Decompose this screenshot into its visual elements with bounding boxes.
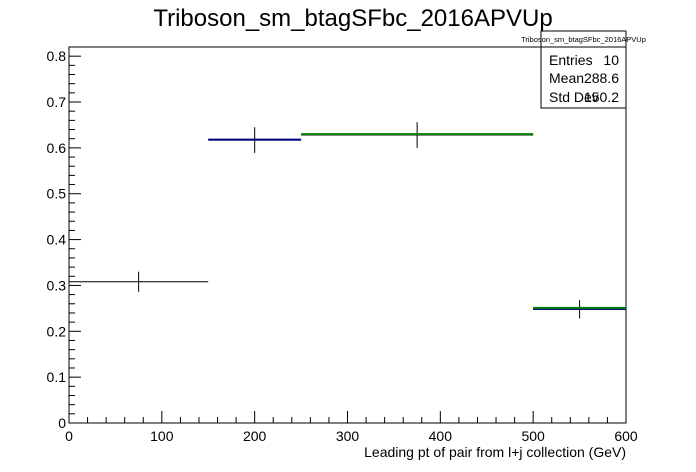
stats-stddev-value: 150.2 xyxy=(584,89,619,105)
x-tick-label: 100 xyxy=(150,428,174,444)
y-tick-label: 0.1 xyxy=(47,369,67,385)
series-layer xyxy=(69,122,626,319)
stats-mean-label: Mean xyxy=(549,70,584,86)
x-tick-label: 400 xyxy=(429,428,453,444)
y-tick-label: 0.5 xyxy=(47,186,67,202)
x-axis-label: Leading pt of pair from l+j collection (… xyxy=(364,444,626,460)
x-tick-label: 200 xyxy=(243,428,267,444)
stats-box: Triboson_sm_btagSFbc_2016APVUp Entries 1… xyxy=(521,30,646,109)
stats-mean-value: 288.6 xyxy=(584,70,619,86)
stats-entries-value: 10 xyxy=(603,52,619,68)
y-axis: 0 0.1 0.2 0.3 0.4 0.5 0.6 0.7 0.8 xyxy=(47,46,81,431)
x-tick-label: 500 xyxy=(521,428,545,444)
x-tick-label: 300 xyxy=(336,428,360,444)
stats-stddev-label: Std Dev xyxy=(549,89,599,105)
x-tick-label: 0 xyxy=(65,428,73,444)
chart-title: Triboson_sm_btagSFbc_2016APVUp xyxy=(153,5,552,32)
y-tick-label: 0.6 xyxy=(47,140,67,156)
stats-entries-label: Entries xyxy=(549,52,593,68)
y-tick-label: 0.3 xyxy=(47,277,67,293)
y-tick-label: 0 xyxy=(58,415,66,431)
y-tick-label: 0.8 xyxy=(47,48,67,64)
stats-box-frame xyxy=(540,30,627,109)
x-tick-label: 600 xyxy=(614,428,638,444)
stats-box-name: Triboson_sm_btagSFbc_2016APVUp xyxy=(521,35,646,44)
y-tick-label: 0.2 xyxy=(47,323,67,339)
x-axis: 0 100 200 300 400 500 600 xyxy=(65,411,638,444)
y-tick-label: 0.7 xyxy=(47,94,67,110)
y-tick-label: 0.4 xyxy=(47,232,67,248)
